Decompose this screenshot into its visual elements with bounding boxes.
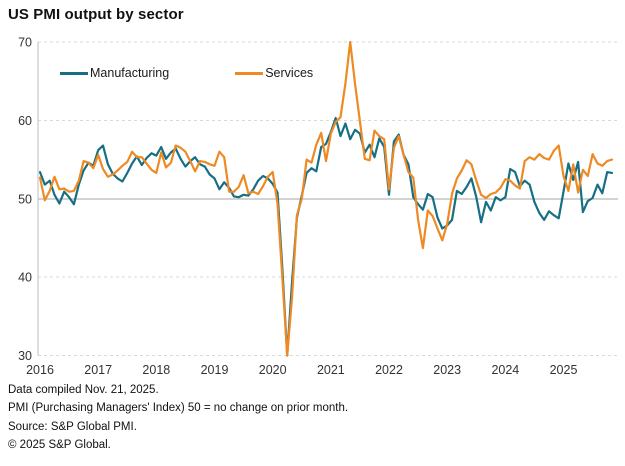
y-axis-tick-label-50: 50 bbox=[18, 192, 32, 206]
x-axis-tick-label-2023: 2023 bbox=[433, 363, 461, 377]
x-axis-tick-label-2017: 2017 bbox=[84, 363, 112, 377]
y-axis-tick-label-30: 30 bbox=[18, 349, 32, 363]
services-line-swatch-icon bbox=[235, 71, 264, 75]
x-axis-tick-label-2018: 2018 bbox=[142, 363, 170, 377]
legend-label-manufacturing: Manufacturing bbox=[90, 66, 170, 80]
chart-legend: Manufacturing Services bbox=[60, 66, 360, 80]
x-axis-tick-label-2021: 2021 bbox=[317, 363, 345, 377]
x-axis-tick-label-2019: 2019 bbox=[201, 363, 229, 377]
services-line-series bbox=[38, 40, 614, 357]
chart-footnotes: Data compiled Nov. 21, 2025. PMI (Purcha… bbox=[8, 381, 608, 455]
x-axis-tick-label-2020: 2020 bbox=[259, 363, 287, 377]
x-axis-tick-label-2022: 2022 bbox=[375, 363, 403, 377]
legend-item-services: Services bbox=[235, 66, 313, 80]
footnote-pmi-definition: PMI (Purchasing Managers' Index) 50 = no… bbox=[8, 402, 349, 415]
footnote-copyright: © 2025 S&P Global. bbox=[8, 439, 111, 452]
y-axis-tick-label-40: 40 bbox=[18, 271, 32, 285]
legend-item-manufacturing: Manufacturing bbox=[60, 66, 169, 80]
manufacturing-line-series bbox=[38, 116, 614, 357]
legend-label-services: Services bbox=[265, 66, 314, 80]
y-axis-tick-label-60: 60 bbox=[18, 114, 32, 128]
manufacturing-line-swatch-icon bbox=[60, 71, 88, 75]
x-axis-tick-label-2024: 2024 bbox=[491, 363, 519, 377]
footnote-data-compiled: Data compiled Nov. 21, 2025. bbox=[8, 384, 159, 396]
chart-title: US PMI output by sector bbox=[8, 6, 184, 23]
y-axis-tick-label-70: 70 bbox=[18, 36, 32, 50]
footnote-source: Source: S&P Global PMI. bbox=[8, 420, 137, 433]
x-axis-tick-label-2016: 2016 bbox=[26, 363, 54, 377]
x-axis-tick-label-2025: 2025 bbox=[550, 363, 578, 377]
